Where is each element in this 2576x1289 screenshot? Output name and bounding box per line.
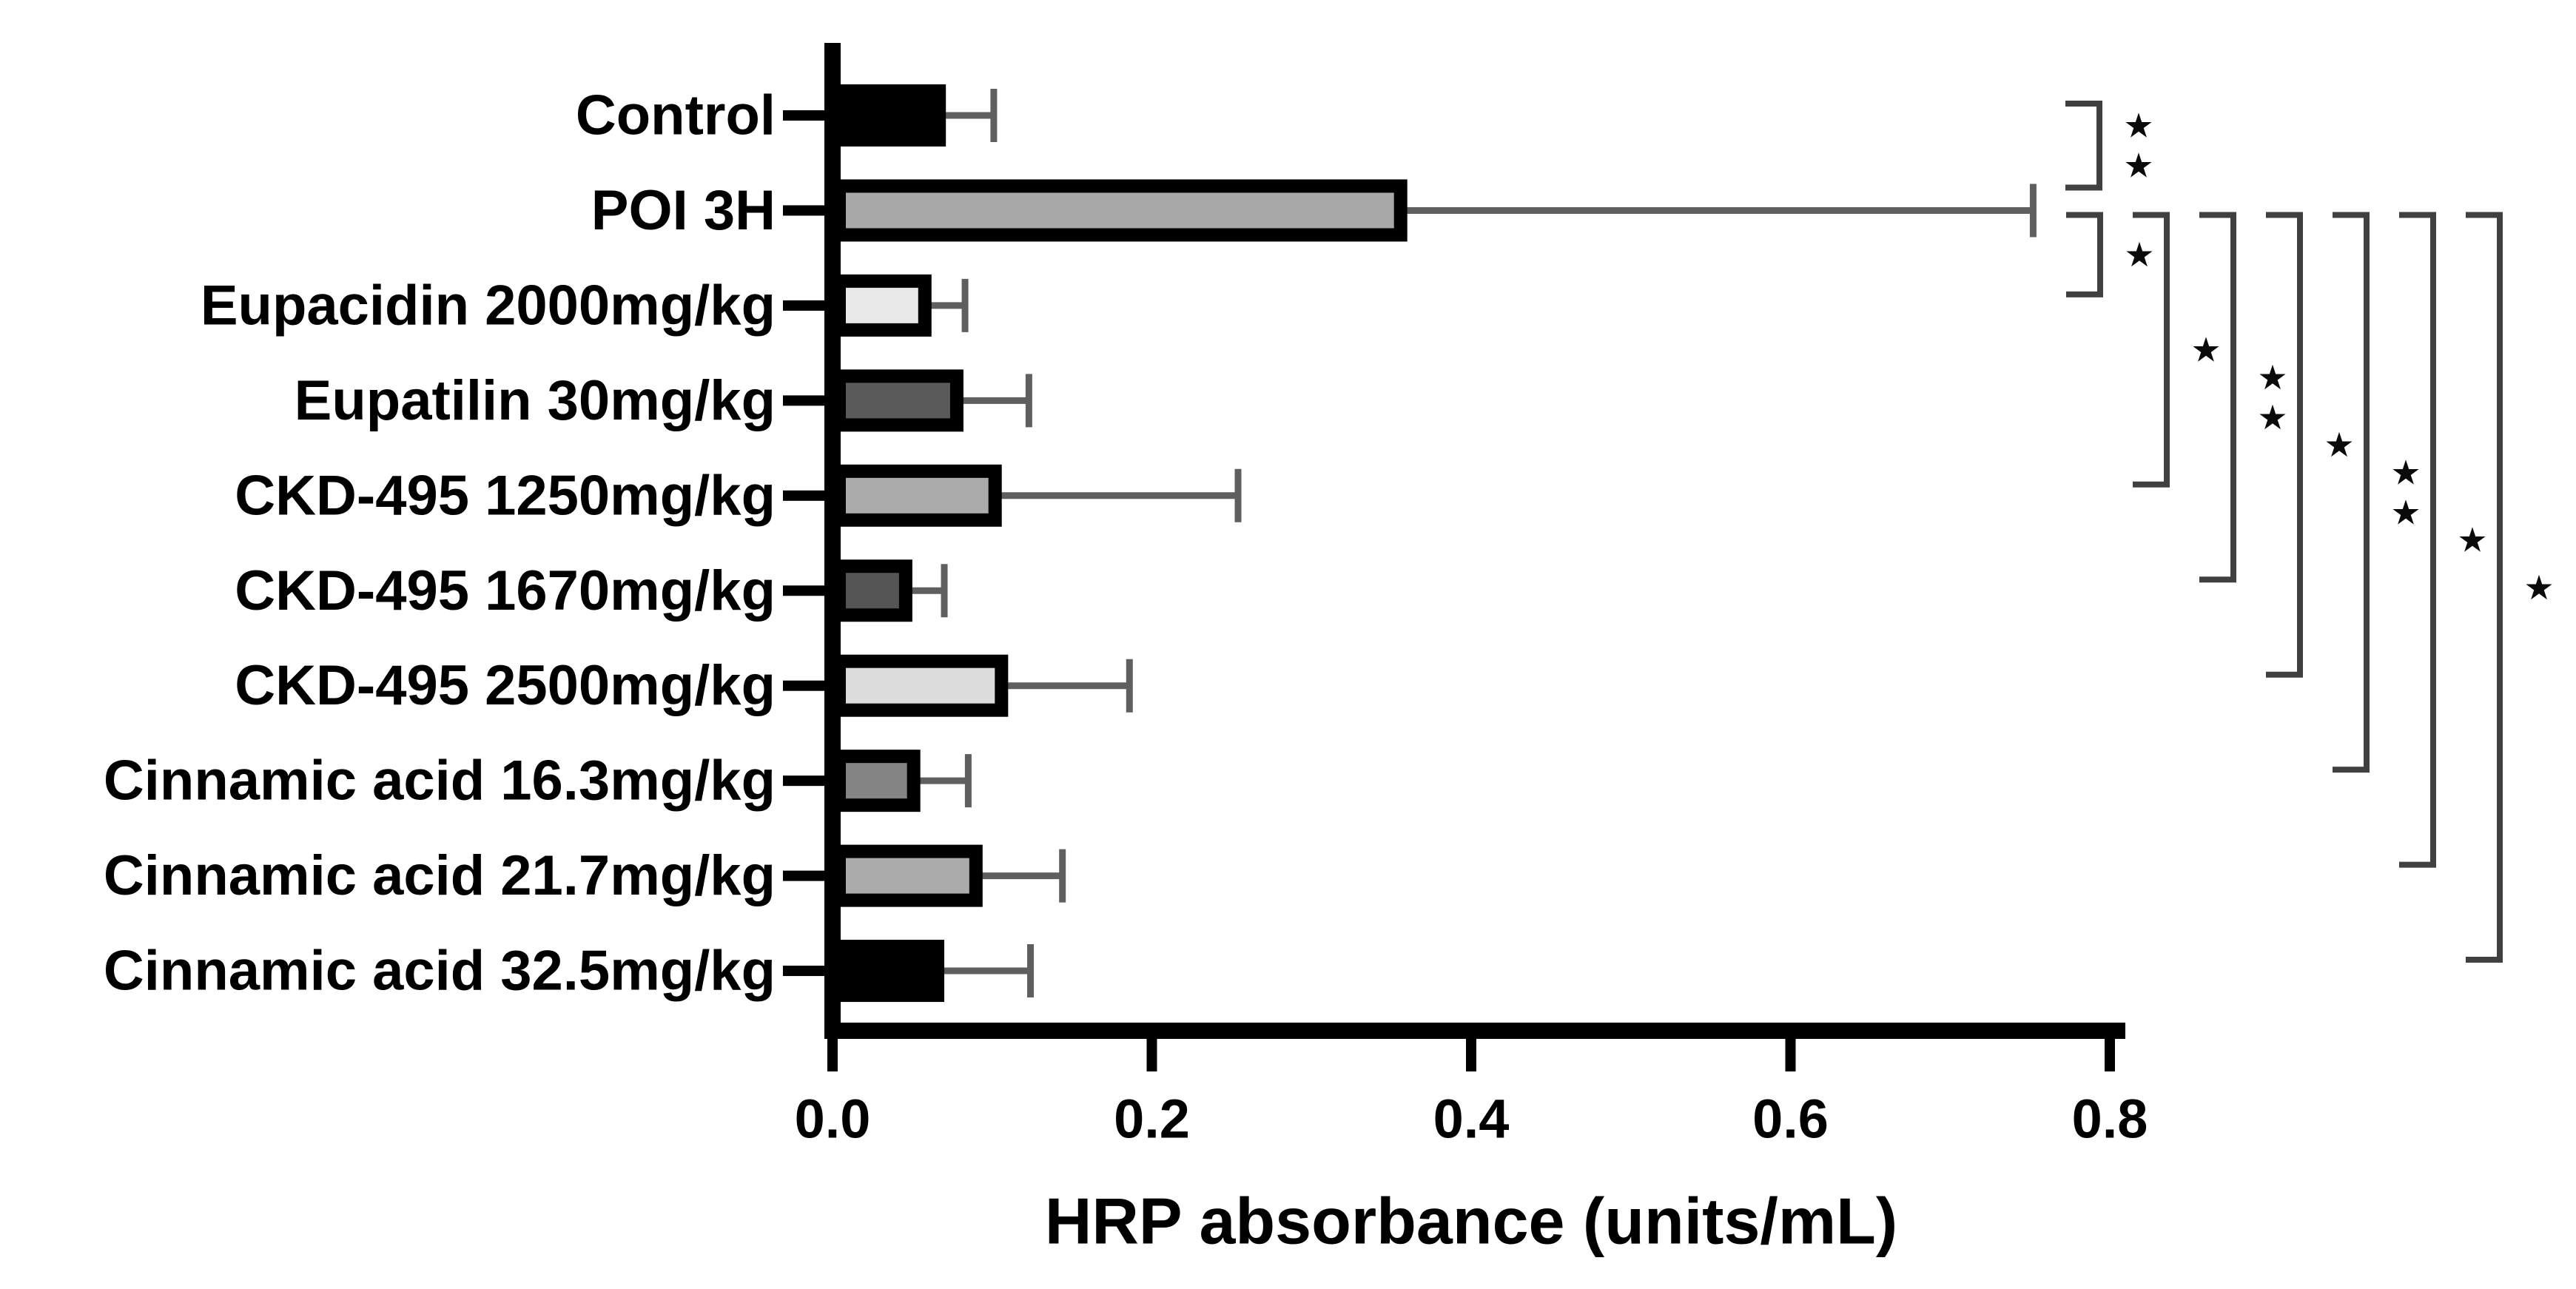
significance-star: ★ <box>2390 493 2421 531</box>
significance-star: ★ <box>2124 235 2154 274</box>
significance-bracket <box>2466 212 2503 963</box>
y-axis-tick <box>783 966 824 977</box>
bar <box>833 940 945 1003</box>
category-label: POI 3H <box>591 179 776 242</box>
bar <box>833 654 1009 717</box>
category-label: CKD-495 2500mg/kg <box>235 654 776 717</box>
bar <box>833 559 912 622</box>
x-tick-label: 0.0 <box>795 1088 871 1150</box>
significance-star: ★ <box>2257 358 2287 397</box>
significance-star: ★ <box>2324 425 2354 464</box>
bar <box>833 369 964 432</box>
significance-bracket <box>2199 212 2236 583</box>
category-label: Eupacidin 2000mg/kg <box>201 274 776 337</box>
x-axis-tick <box>2105 1039 2115 1071</box>
x-axis-line <box>824 1023 2125 1039</box>
x-tick-label: 0.8 <box>2072 1088 2148 1150</box>
significance-star: ★ <box>2123 107 2153 145</box>
significance-star: ★ <box>2390 453 2421 491</box>
category-label: Cinnamic acid 32.5mg/kg <box>104 940 776 1003</box>
category-label: Cinnamic acid 16.3mg/kg <box>104 750 776 812</box>
x-axis-tick <box>827 1039 838 1071</box>
x-tick-label: 0.2 <box>1114 1088 1190 1150</box>
x-axis-tick <box>1146 1039 1157 1071</box>
significance-bracket <box>2399 212 2436 868</box>
significance-bracket <box>2333 212 2370 773</box>
y-axis-tick <box>783 680 824 691</box>
y-axis-line <box>824 43 841 1039</box>
x-axis-title: HRP absorbance (units/mL) <box>1045 1185 1897 1258</box>
bar <box>833 844 983 907</box>
category-label: Cinnamic acid 21.7mg/kg <box>104 844 776 907</box>
significance-bracket <box>2266 212 2303 678</box>
bar <box>833 84 946 147</box>
category-label: Eupatilin 30mg/kg <box>295 369 776 432</box>
significance-bracket <box>2065 101 2102 191</box>
y-axis-tick <box>783 300 824 311</box>
bar <box>833 179 1408 242</box>
y-axis-tick <box>783 205 824 216</box>
x-axis-tick <box>1785 1039 1796 1071</box>
bar <box>833 464 1002 527</box>
significance-star: ★ <box>2457 521 2487 559</box>
significance-bracket <box>2066 212 2103 297</box>
bar <box>833 274 932 337</box>
category-label: Control <box>576 84 776 147</box>
category-label: CKD-495 1250mg/kg <box>235 464 776 527</box>
y-axis-tick <box>783 110 824 121</box>
y-axis-tick <box>783 870 824 881</box>
significance-star: ★ <box>2257 398 2287 437</box>
significance-star: ★ <box>2190 331 2221 369</box>
x-axis-tick <box>1466 1039 1476 1071</box>
significance-star: ★ <box>2523 568 2554 607</box>
y-axis-tick <box>783 395 824 406</box>
y-axis-tick <box>783 585 824 596</box>
y-axis-tick <box>783 775 824 787</box>
category-label: CKD-495 1670mg/kg <box>235 559 776 622</box>
x-tick-label: 0.4 <box>1433 1088 1510 1150</box>
x-tick-label: 0.6 <box>1752 1088 1829 1150</box>
significance-bracket <box>2133 212 2170 488</box>
y-axis-tick <box>783 490 824 501</box>
bar <box>833 750 921 812</box>
significance-star: ★ <box>2123 147 2153 185</box>
